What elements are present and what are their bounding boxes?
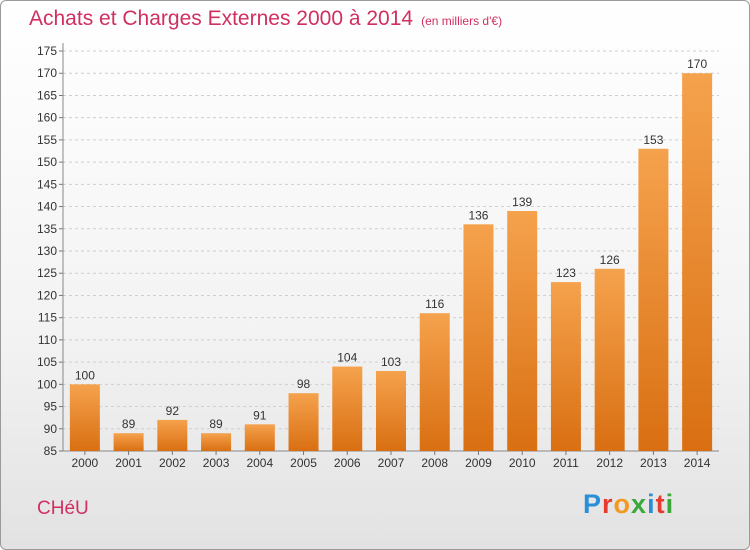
data-label: 116: [425, 297, 444, 311]
x-tick-label: 2002: [159, 456, 186, 470]
data-label: 89: [122, 417, 136, 431]
bar-2006: [332, 366, 363, 451]
city-name: CHéU: [37, 498, 89, 519]
bars: [69, 73, 713, 451]
bar-2014: [682, 73, 713, 451]
data-label: 139: [512, 195, 532, 209]
data-label: 103: [381, 355, 401, 369]
proxiti-logo[interactable]: Proxiti: [583, 489, 674, 520]
data-labels: 100 89 92 89 91 98 104 103 116 136 139 123 126 153 170: [75, 57, 708, 431]
y-tick-label: 145: [37, 177, 57, 191]
y-tick-label: 170: [37, 66, 57, 80]
logo-letter: o: [613, 489, 632, 519]
logo-letter: i: [647, 489, 656, 519]
chart-title: Achats et Charges Externes 2000 à 2014 (e…: [29, 7, 502, 31]
bar-2009: [463, 224, 494, 451]
x-tick-label: 2003: [203, 456, 230, 470]
bar-2003: [201, 433, 232, 451]
bar-2007: [376, 371, 406, 451]
y-tick-label: 165: [37, 88, 57, 102]
bar-2012: [594, 268, 625, 451]
x-tick-label: 2010: [509, 456, 536, 470]
x-tick-label: 2009: [465, 456, 492, 470]
bar-2010: [507, 211, 538, 451]
x-tick-label: 2004: [246, 456, 273, 470]
y-tick-label: 115: [38, 311, 57, 325]
x-tick-label: 2012: [596, 456, 623, 470]
logo-letter: r: [602, 489, 614, 519]
data-label: 92: [166, 404, 180, 418]
y-tick-label: 90: [44, 422, 58, 436]
x-tick-label: 2013: [640, 456, 667, 470]
y-tick-label: 85: [44, 444, 58, 458]
bar-2008: [419, 313, 450, 451]
data-label: 153: [643, 133, 663, 147]
data-label: 104: [337, 351, 357, 365]
y-tick-label: 110: [38, 333, 57, 347]
chart-unit: (en milliers d'€): [421, 14, 503, 28]
y-tick-label: 125: [37, 266, 57, 280]
data-label: 170: [687, 57, 707, 71]
x-tick-label: 2006: [334, 456, 361, 470]
bar-2005: [288, 393, 319, 451]
y-tick-label: 160: [37, 111, 57, 125]
x-tick-label: 2011: [553, 456, 579, 470]
bar-2001: [113, 433, 144, 451]
x-tick-label: 2000: [72, 456, 99, 470]
logo-letter: P: [583, 489, 603, 519]
y-tick-label: 150: [37, 155, 57, 169]
y-tick-label: 135: [37, 222, 57, 236]
y-tick-label: 120: [37, 288, 57, 302]
y-tick-label: 105: [37, 355, 57, 369]
x-tick-label: 2001: [115, 456, 142, 470]
y-tick-label: 130: [37, 244, 57, 258]
y-tick-label: 175: [37, 44, 57, 58]
logo-letter: t: [655, 489, 666, 519]
bar-2002: [157, 419, 188, 451]
data-label: 126: [600, 253, 620, 267]
x-tick-label: 2005: [290, 456, 317, 470]
data-label: 100: [75, 368, 95, 382]
bar-2013: [638, 148, 669, 451]
y-tick-label: 100: [37, 377, 57, 391]
data-label: 98: [297, 377, 311, 391]
data-label: 136: [468, 208, 488, 222]
y-tick-label: 95: [44, 400, 58, 414]
chart-title-text: Achats et Charges Externes 2000 à 2014: [29, 7, 414, 30]
data-label: 91: [253, 408, 267, 422]
bar-2011: [550, 282, 581, 451]
x-tick-label: 2008: [421, 456, 448, 470]
bar-2004: [244, 424, 275, 451]
x-tick-label: 2014: [684, 456, 711, 470]
logo-letter: i: [665, 489, 675, 519]
y-tick-label: 140: [37, 200, 57, 214]
data-label: 89: [209, 417, 223, 431]
x-tick-label: 2007: [378, 456, 405, 470]
logo-letter: x: [631, 489, 648, 519]
data-label: 123: [556, 266, 576, 280]
bar-2000: [69, 384, 100, 451]
y-tick-label: 155: [37, 133, 57, 147]
